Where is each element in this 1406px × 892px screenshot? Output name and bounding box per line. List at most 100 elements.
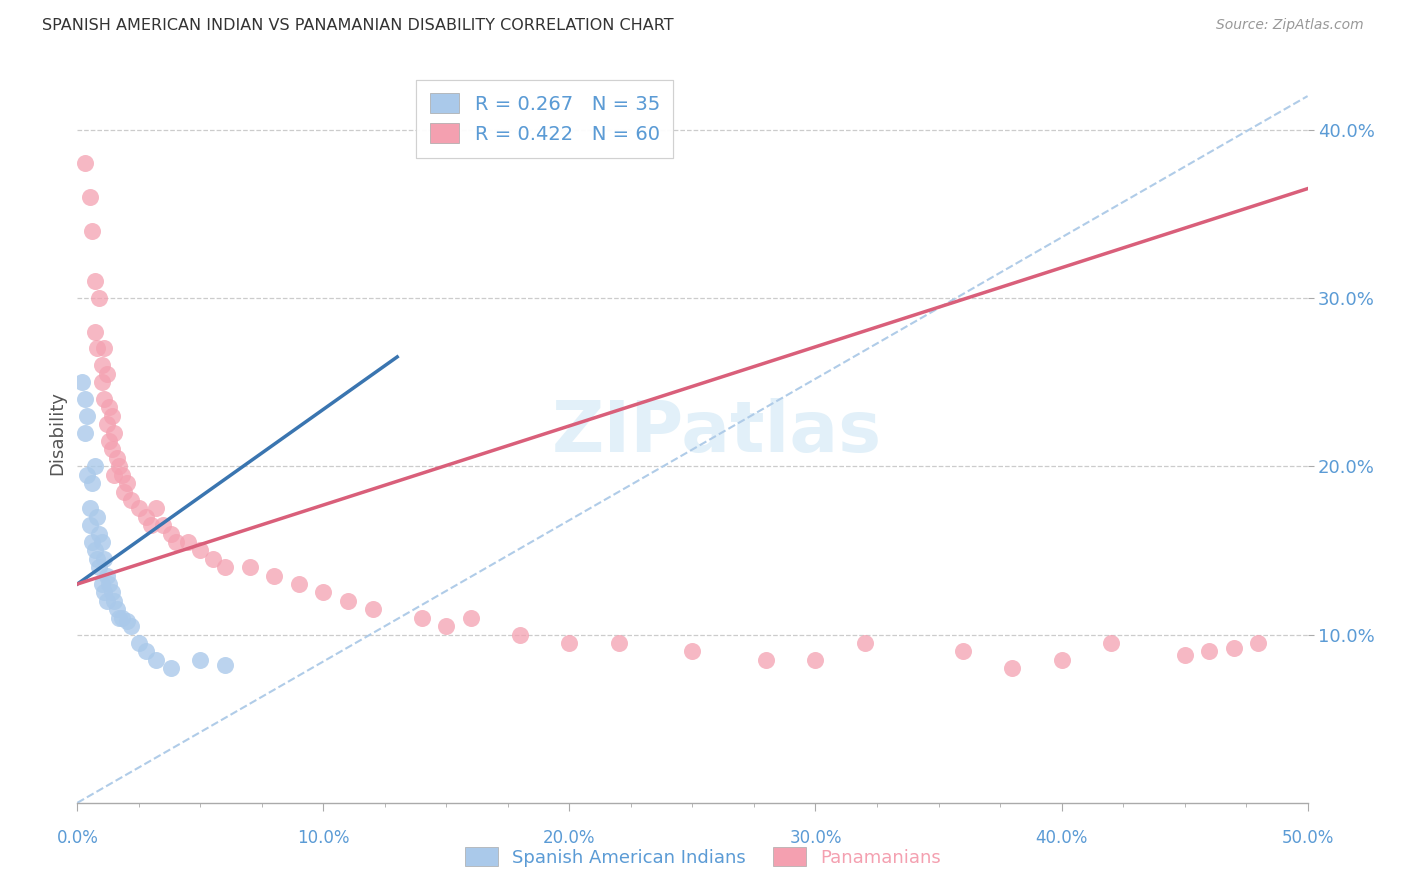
Point xyxy=(83,543,105,558)
Text: Source: ZipAtlas.com: Source: ZipAtlas.com xyxy=(1216,18,1364,32)
Point xyxy=(214,657,236,672)
Point xyxy=(96,367,118,381)
Point xyxy=(804,653,827,667)
Text: SPANISH AMERICAN INDIAN VS PANAMANIAN DISABILITY CORRELATION CHART: SPANISH AMERICAN INDIAN VS PANAMANIAN DI… xyxy=(42,18,673,33)
Point xyxy=(1050,653,1073,667)
Point xyxy=(121,619,143,633)
Point xyxy=(112,484,135,499)
Point xyxy=(111,610,132,624)
Text: 10.0%: 10.0% xyxy=(297,829,350,847)
Point xyxy=(952,644,974,658)
Point xyxy=(1198,644,1220,658)
Point xyxy=(82,476,104,491)
Point xyxy=(90,535,114,549)
Point xyxy=(160,526,183,541)
Point xyxy=(152,518,174,533)
Point xyxy=(93,585,115,599)
Legend: Spanish American Indians, Panamanians: Spanish American Indians, Panamanians xyxy=(458,840,948,874)
Point xyxy=(1001,661,1024,675)
Point xyxy=(76,467,98,482)
Point xyxy=(509,627,531,641)
Point xyxy=(105,450,128,465)
Point xyxy=(70,375,93,389)
Point xyxy=(98,577,121,591)
Point xyxy=(188,653,212,667)
Point xyxy=(96,417,118,432)
Point xyxy=(337,594,360,608)
Point xyxy=(101,442,124,457)
Point xyxy=(93,551,115,566)
Point xyxy=(165,535,187,549)
Point xyxy=(79,518,101,533)
Point xyxy=(83,274,105,288)
Text: 0.0%: 0.0% xyxy=(56,829,98,847)
Point xyxy=(135,509,157,524)
Point xyxy=(145,501,167,516)
Point xyxy=(103,425,125,440)
Point xyxy=(135,644,157,658)
Point xyxy=(108,459,131,474)
Point xyxy=(86,551,108,566)
Point xyxy=(96,594,118,608)
Y-axis label: Disability: Disability xyxy=(48,391,66,475)
Point xyxy=(82,224,104,238)
Point xyxy=(83,325,105,339)
Point xyxy=(160,661,183,675)
Point xyxy=(90,375,114,389)
Point xyxy=(90,577,114,591)
Point xyxy=(89,291,111,305)
Point xyxy=(86,509,108,524)
Point xyxy=(141,518,163,533)
Point xyxy=(89,560,111,574)
Point xyxy=(436,619,458,633)
Point xyxy=(853,636,876,650)
Point xyxy=(115,614,138,628)
Text: 40.0%: 40.0% xyxy=(1035,829,1088,847)
Point xyxy=(115,476,138,491)
Point xyxy=(105,602,128,616)
Point xyxy=(82,535,104,549)
Legend: R = 0.267   N = 35, R = 0.422   N = 60: R = 0.267 N = 35, R = 0.422 N = 60 xyxy=(416,79,673,158)
Point xyxy=(90,359,114,373)
Point xyxy=(128,636,150,650)
Point xyxy=(177,535,200,549)
Point xyxy=(682,644,704,658)
Point xyxy=(1247,636,1270,650)
Point xyxy=(312,585,335,599)
Point xyxy=(93,342,115,356)
Point xyxy=(1099,636,1122,650)
Point xyxy=(98,401,121,415)
Point xyxy=(96,568,118,582)
Point xyxy=(73,392,96,406)
Point xyxy=(83,459,105,474)
Point xyxy=(111,467,132,482)
Point xyxy=(79,501,101,516)
Point xyxy=(607,636,630,650)
Point xyxy=(93,392,115,406)
Point xyxy=(1174,648,1197,662)
Text: 30.0%: 30.0% xyxy=(789,829,842,847)
Point xyxy=(188,543,212,558)
Point xyxy=(76,409,98,423)
Point xyxy=(460,610,482,624)
Point xyxy=(73,425,96,440)
Point xyxy=(73,156,96,170)
Point xyxy=(103,467,125,482)
Point xyxy=(108,610,131,624)
Point xyxy=(755,653,778,667)
Point xyxy=(121,492,143,507)
Point xyxy=(214,560,236,574)
Point xyxy=(201,551,224,566)
Point xyxy=(558,636,581,650)
Point xyxy=(1223,640,1246,655)
Point xyxy=(101,585,124,599)
Point xyxy=(145,653,167,667)
Point xyxy=(128,501,150,516)
Point xyxy=(239,560,262,574)
Point xyxy=(263,568,285,582)
Point xyxy=(89,526,111,541)
Point xyxy=(411,610,433,624)
Text: 50.0%: 50.0% xyxy=(1281,829,1334,847)
Point xyxy=(86,342,108,356)
Point xyxy=(361,602,384,616)
